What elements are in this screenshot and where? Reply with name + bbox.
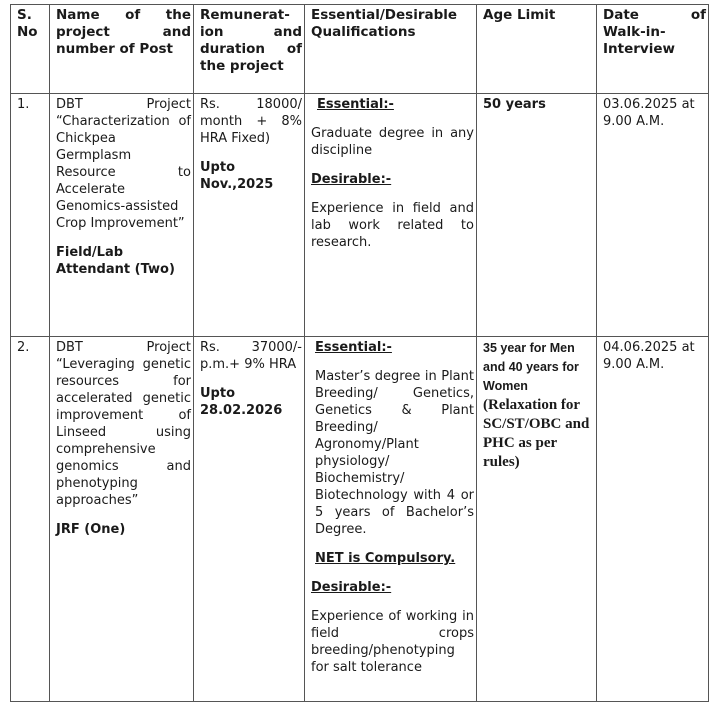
- desirable-label: Desirable:-: [311, 580, 392, 595]
- essential-label: Essential:-: [315, 340, 392, 355]
- project-cell: DBT Project “Characterization of Chickpe…: [49, 93, 194, 337]
- recruitment-table: S. No Name of the project and number of …: [10, 4, 709, 702]
- header-qualifications: Essential/Desirable Qualifications: [304, 4, 477, 94]
- qualifications-cell: Essential:- Graduate degree in any disci…: [304, 93, 477, 337]
- essential-text: Graduate degree in any discipline: [311, 126, 474, 158]
- header-sno: S. No: [10, 4, 50, 94]
- remuneration-cell: Rs. 37000/- p.m.+ 9% HRA Upto 28.02.2026: [193, 336, 305, 702]
- age-relaxation: (Relaxation for SC/ST/OBC and PHC as per…: [483, 397, 590, 470]
- table-header-row: S. No Name of the project and number of …: [10, 4, 709, 94]
- remuneration: Rs. 18000/ month + 8% HRA Fixed): [200, 97, 302, 146]
- desirable-text: Experience of working in field crops bre…: [311, 609, 474, 675]
- age-cell: 35 year for Men and 40 years for Women (…: [476, 336, 597, 702]
- essential-label: Essential:-: [317, 97, 394, 112]
- remuneration-cell: Rs. 18000/ month + 8% HRA Fixed) Upto No…: [193, 93, 305, 337]
- net-note: NET is Compulsory.: [315, 551, 456, 566]
- project-name: DBT Project “Leveraging genetic resource…: [56, 340, 191, 508]
- header-remuneration: Remunerat-ion and duration of the projec…: [193, 4, 305, 94]
- project-cell: DBT Project “Leveraging genetic resource…: [49, 336, 194, 702]
- duration: Upto Nov.,2025: [200, 160, 274, 192]
- table-row: 1. DBT Project “Characterization of Chic…: [10, 93, 709, 337]
- remuneration: Rs. 37000/- p.m.+ 9% HRA: [200, 340, 302, 372]
- qualifications-cell: Essential:- Master’s degree in Plant Bre…: [304, 336, 477, 702]
- interview-date: 03.06.2025 at 9.00 A.M.: [596, 93, 709, 337]
- interview-date: 04.06.2025 at 9.00 A.M.: [596, 336, 709, 702]
- essential-text: Master’s degree in Plant Breeding/ Genet…: [315, 369, 474, 537]
- desirable-text: Experience in field and lab work related…: [311, 201, 474, 250]
- header-project: Name of the project and number of Post: [49, 4, 194, 94]
- duration: Upto 28.02.2026: [200, 386, 283, 418]
- post-name: JRF (One): [56, 522, 126, 537]
- sno: 1.: [10, 93, 50, 337]
- post-name: Field/Lab Attendant (Two): [56, 245, 175, 277]
- header-age: Age Limit: [476, 4, 597, 94]
- project-name: DBT Project “Characterization of Chickpe…: [56, 97, 191, 231]
- desirable-label: Desirable:-: [311, 172, 392, 187]
- header-date: Date of Walk-in-Interview: [596, 4, 709, 94]
- age-limit: 50 years: [476, 93, 597, 337]
- sno: 2.: [10, 336, 50, 702]
- age-limit: 35 year for Men and 40 years for Women: [483, 341, 579, 393]
- table-row: 2. DBT Project “Leveraging genetic resou…: [10, 336, 709, 702]
